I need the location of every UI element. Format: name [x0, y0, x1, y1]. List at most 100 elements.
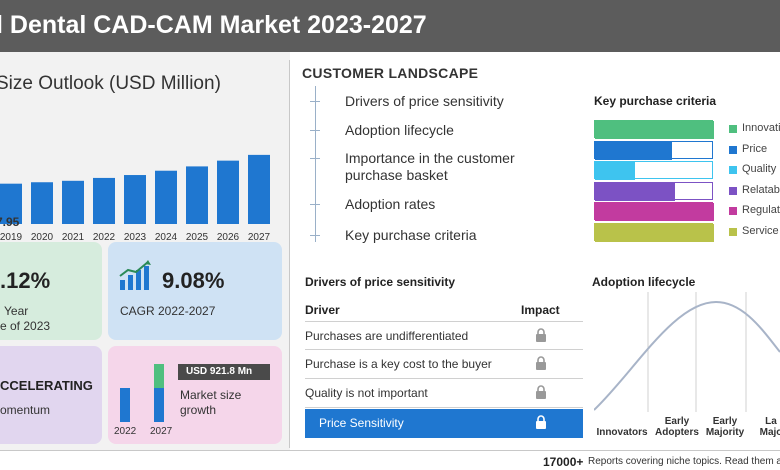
kpc-bar-innovation	[594, 120, 714, 139]
landscape-tick	[310, 130, 320, 131]
kpc-bar-quality	[594, 161, 713, 180]
kpc-bar-relatability	[594, 181, 713, 201]
adoption-stage-late-majority: La Majo	[759, 416, 780, 438]
kpc-legend-swatch	[729, 207, 737, 215]
drivers-row-label: Purchase is a key cost to the buyer	[305, 357, 492, 371]
landscape-timeline	[315, 86, 316, 242]
growth-bar-2027-increment	[154, 364, 164, 388]
landscape-tick	[310, 235, 320, 236]
drivers-title: Drivers of price sensitivity	[305, 275, 456, 289]
growth-chart-icon	[119, 260, 151, 290]
kpc-legend-label: Regulat	[742, 204, 780, 216]
growth-card: 2022 2027 USD 921.8 Mn Market size growt…	[108, 346, 282, 444]
bar-2027	[248, 154, 270, 224]
kpc-bar-fill	[595, 141, 673, 160]
bar-2022	[93, 177, 115, 224]
footer: 17000+ Reports covering niche topics. Re…	[0, 450, 780, 470]
landscape-tick	[310, 158, 320, 159]
growth-label-line1: Market size	[180, 388, 242, 402]
growth-year-2022: 2022	[114, 426, 137, 437]
growth-bar-2022	[120, 388, 130, 422]
tick-label-2023: 2023	[124, 232, 147, 243]
adoption-bell-curve	[594, 300, 780, 411]
growth-year-2027: 2027	[150, 426, 173, 437]
tick-label-2021: 2021	[62, 232, 85, 243]
landscape-item-adoption-lifecycle: Adoption lifecycle	[345, 122, 454, 138]
kpc-legend-swatch	[729, 145, 737, 154]
yoy-label-line2: e of 2023	[0, 319, 51, 333]
drivers-row: Purchases are undifferentiated	[305, 321, 583, 350]
adoption-curve-chart	[594, 292, 780, 412]
kpc-bar-fill	[595, 121, 714, 139]
adoption-title: Adoption lifecycle	[592, 275, 696, 289]
bar-2023	[124, 175, 146, 224]
base-value: 7.95	[0, 215, 20, 229]
growth-bar-2027-base	[154, 388, 164, 422]
kpc-legend-label: Service	[742, 224, 779, 237]
cagr-value: 9.08%	[162, 268, 225, 293]
kpc-legend-label: Price	[742, 142, 768, 155]
kpc-legend-swatch	[729, 166, 737, 174]
growth-label-line2: growth	[180, 403, 217, 417]
drivers-row: Purchase is a key cost to the buyer	[305, 350, 583, 379]
landscape-item-drivers: Drivers of price sensitivity	[345, 93, 504, 109]
cagr-card: 9.08% CAGR 2022-2027	[108, 242, 282, 340]
footer-description: Reports covering niche topics. Read them…	[588, 456, 780, 467]
momentum-subtitle: omentum	[0, 403, 51, 417]
tick-label-2020: 2020	[31, 232, 54, 243]
kpc-bar-fill	[595, 162, 636, 180]
cagr-label: CAGR 2022-2027	[120, 304, 216, 318]
drivers-row-price-sensitivity[interactable]: Price Sensitivity	[305, 409, 583, 438]
market-size-bar-chart: 2018201920202021202220232024202520262027	[0, 154, 271, 243]
market-size-panel: Size Outlook (USD Million) 2018201920202…	[0, 52, 290, 450]
title-bar: l Dental CAD-CAM Market 2023-2027	[0, 0, 780, 52]
bar-2019	[0, 183, 22, 224]
lock-icon	[536, 415, 546, 429]
lock-icon	[536, 356, 546, 370]
kpc-legend-label: Quality	[742, 163, 777, 175]
landscape-tick	[310, 204, 320, 205]
tick-label-2024: 2024	[155, 232, 178, 243]
kpc-legend-label: Relatab	[742, 183, 780, 196]
kpc-bar-fill	[595, 182, 675, 201]
drivers-row-label: Price Sensitivity	[319, 416, 404, 430]
bar-2024	[155, 170, 177, 224]
adoption-stage-early-majority: Early Majority	[705, 416, 745, 438]
drivers-col-impact: Impact	[521, 303, 560, 317]
lock-icon	[536, 385, 546, 399]
landscape-item-kpc: Key purchase criteria	[345, 227, 477, 243]
lock-icon	[536, 328, 546, 342]
kpc-bar-regulatory	[594, 202, 714, 221]
customer-landscape-title: CUSTOMER LANDSCAPE	[302, 65, 479, 81]
momentum-card: CCELERATING omentum	[0, 346, 102, 444]
tick-label-2025: 2025	[186, 232, 209, 243]
page-title: l Dental CAD-CAM Market 2023-2027	[0, 11, 427, 39]
yoy-value: .12%	[0, 268, 51, 293]
tick-label-2019: 2019	[0, 232, 23, 243]
drivers-col-driver: Driver	[305, 303, 340, 317]
market-size-title: Size Outlook (USD Million)	[0, 73, 221, 94]
bar-2026	[217, 160, 239, 224]
kpc-legend-swatch	[729, 125, 737, 133]
drivers-row-label: Purchases are undifferentiated	[305, 329, 469, 343]
kpc-legend-label: Innovati	[742, 122, 780, 134]
footer-count: 17000+	[543, 455, 584, 469]
momentum-title: CCELERATING	[0, 378, 93, 393]
kpc-legend-swatch	[729, 227, 737, 236]
tick-label-2026: 2026	[217, 232, 240, 243]
adoption-stage-innovators: Innovators	[596, 427, 648, 438]
tick-label-2022: 2022	[93, 232, 116, 243]
tick-label-2027: 2027	[248, 232, 271, 243]
yoy-label-line1: Year	[4, 304, 29, 318]
panel-divider	[289, 60, 290, 448]
kpc-bar-price	[594, 140, 713, 160]
bar-2020	[31, 182, 53, 224]
growth-badge: USD 921.8 Mn	[178, 364, 270, 380]
bar-2021	[62, 180, 84, 224]
kpc-bar-fill	[595, 223, 714, 242]
yoy-card: .12% Year e of 2023	[0, 242, 102, 340]
kpc-legend-swatch	[729, 186, 737, 195]
drivers-row-label: Quality is not important	[305, 386, 428, 400]
adoption-stage-early-adopters: Early Adopters	[655, 416, 699, 438]
kpc-bar-service	[594, 222, 714, 242]
